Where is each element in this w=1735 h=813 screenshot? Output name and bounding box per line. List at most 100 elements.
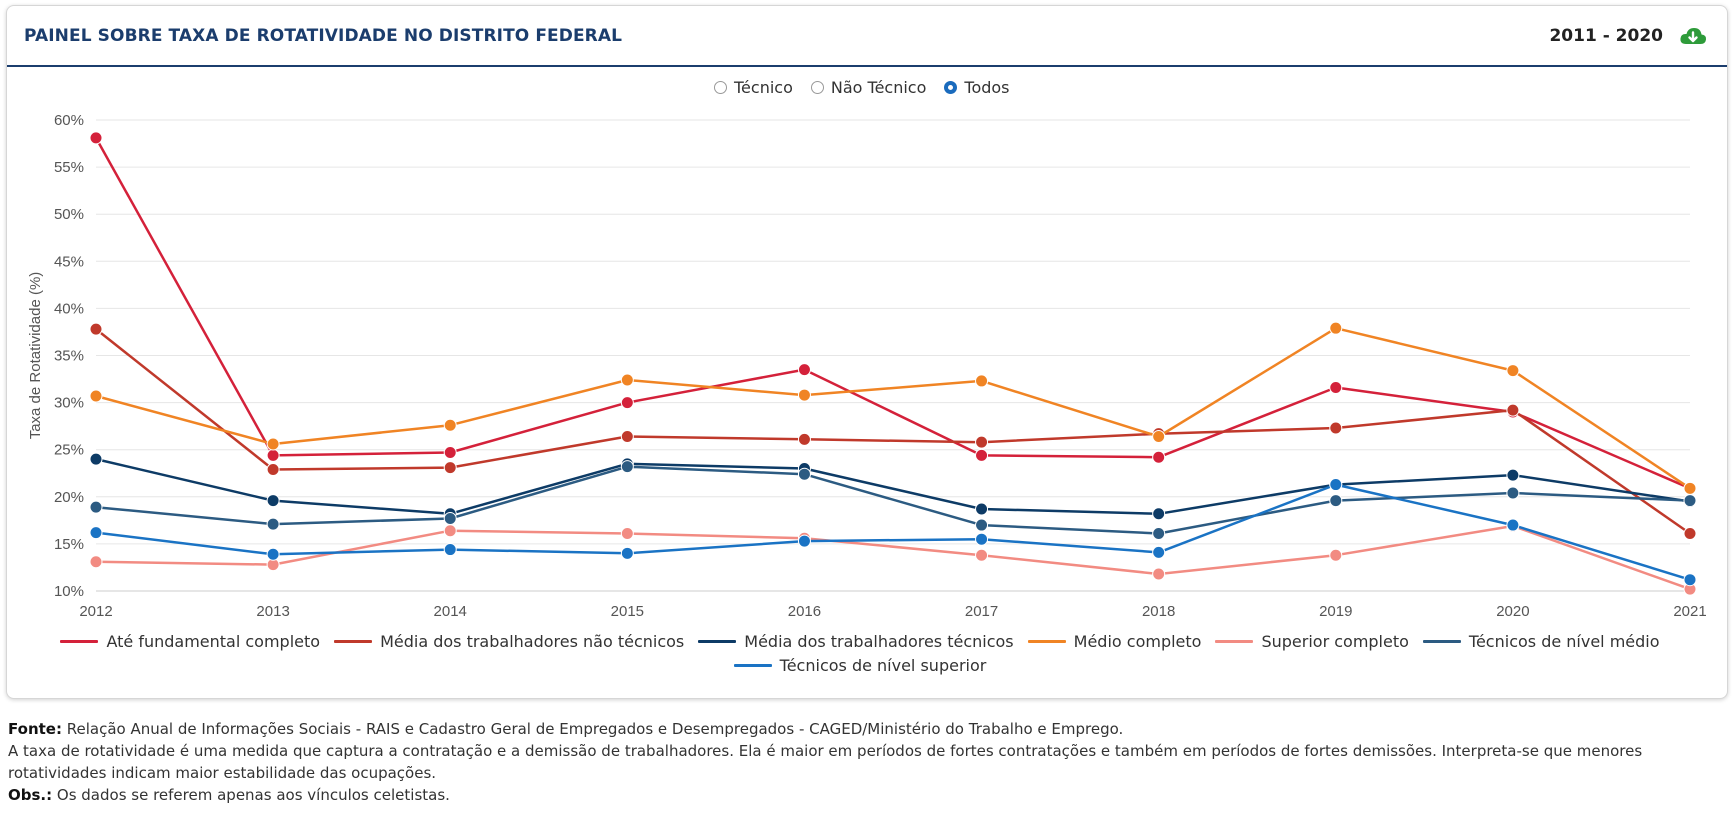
data-point [89,452,103,466]
data-point [266,517,280,531]
y-tick-label: 45% [54,253,84,270]
radio-todos[interactable]: Todos [944,78,1010,97]
data-point [1152,545,1166,559]
data-point [1152,507,1166,521]
x-tick-label: 2021 [1673,603,1706,620]
data-point [266,547,280,561]
y-tick-label: 60% [54,112,84,129]
data-point [975,518,989,532]
y-tick-label: 40% [54,300,84,317]
data-point [797,432,811,446]
legend-swatch [698,640,737,643]
data-point [620,527,634,541]
x-tick-label: 2015 [611,603,644,620]
line-chart: 10% 15% 20% 25% 30% 35% 40% 45% 50% 55% 60% 2012 201… [27,112,1707,620]
y-tick-label: 10% [54,583,84,600]
source-note: Fonte: Relação Anual de Informações Soci… [8,718,1708,740]
data-point [1329,321,1343,335]
legend-label: Média dos trabalhadores técnicos [744,632,1014,651]
data-point [975,502,989,516]
data-point [89,555,103,569]
data-point [266,462,280,476]
data-point [89,322,103,336]
obs-text: Os dados se referem apenas aos vínculos … [52,786,450,804]
radio-nao-tecnico[interactable]: Não Técnico [810,78,927,97]
legend-label: Médio completo [1073,632,1202,651]
data-point [1506,364,1520,378]
series-line-5 [95,465,1691,535]
data-point [620,373,634,387]
series-line-0 [94,137,1691,490]
data-point [797,534,811,548]
y-tick-label: 35% [54,348,84,365]
page-title: PAINEL SOBRE TAXA DE ROTATIVIDADE NO DIS… [24,26,623,46]
data-point [975,448,989,462]
x-tick-label: 2017 [965,603,998,620]
radio-label: Não Técnico [830,78,927,97]
data-point [975,435,989,449]
legend-item[interactable]: Até fundamental completo [60,632,320,651]
legend-item[interactable]: Média dos trabalhadores técnicos [698,632,1014,651]
data-point [1506,518,1520,532]
data-point [797,467,811,481]
data-point [975,374,989,388]
data-point [89,500,103,514]
x-tick-label: 2019 [1319,603,1352,620]
obs-label: Obs.: [8,786,53,804]
data-point [1683,494,1697,508]
source-label: Fonte: [8,720,62,738]
radio-tecnico[interactable]: Técnico [714,78,793,97]
y-axis-title: Taxa de Rotatividade (%) [27,272,44,440]
legend-item[interactable]: Técnicos de nível superior [733,656,987,675]
data-point [266,494,280,508]
legend-item[interactable]: Técnicos de nível médio [1422,632,1660,651]
legend-item[interactable]: Média dos trabalhadores não técnicos [334,632,684,651]
x-tick-label: 2016 [788,603,821,620]
data-point [443,418,457,432]
data-point [1152,430,1166,444]
y-tick-label: 20% [54,489,84,506]
data-point [266,437,280,451]
data-point [89,131,103,145]
radio-label: Técnico [734,78,793,97]
data-point [620,546,634,560]
chart-card: PAINEL SOBRE TAXA DE ROTATIVIDADE NO DIS… [6,5,1728,699]
x-tick-label: 2014 [434,603,467,620]
data-point [1683,573,1697,587]
data-point [620,430,634,444]
legend-item[interactable]: Superior completo [1215,632,1409,651]
x-tick-label: 2020 [1496,603,1529,620]
data-point [797,363,811,377]
x-tick-label: 2012 [79,603,112,620]
radio-circle[interactable] [810,81,824,94]
data-point [1506,486,1520,500]
card-header: PAINEL SOBRE TAXA DE ROTATIVIDADE NO DIS… [7,6,1727,67]
data-point [1683,527,1697,541]
legend-swatch [60,640,99,643]
cloud-download-icon[interactable] [1679,23,1707,51]
series-line-6 [95,483,1691,581]
series-line-1 [95,328,1691,535]
filter-radio-group: Técnico Não Técnico Todos [714,78,1010,97]
obs-note: Obs.: Os dados se referem apenas aos vín… [8,784,1708,806]
data-point [1329,494,1343,508]
data-point [975,532,989,546]
period-label: 2011 - 2020 [1549,26,1663,46]
data-point [1329,421,1343,435]
legend-swatch [1215,640,1254,643]
radio-circle-selected[interactable] [944,81,958,94]
data-point [89,526,103,540]
y-tick-label: 15% [54,536,84,553]
data-point [1152,567,1166,581]
radio-circle[interactable] [714,81,727,94]
legend-label: Até fundamental completo [106,632,321,651]
legend-label: Técnicos de nível superior [779,656,987,675]
data-point [1329,381,1343,395]
y-tick-label: 55% [54,159,84,176]
data-point [443,446,457,460]
y-tick-label: 25% [54,442,84,459]
data-point [443,543,457,557]
legend-item[interactable]: Médio completo [1027,632,1202,651]
legend-swatch [733,664,772,667]
data-point [1329,478,1343,492]
